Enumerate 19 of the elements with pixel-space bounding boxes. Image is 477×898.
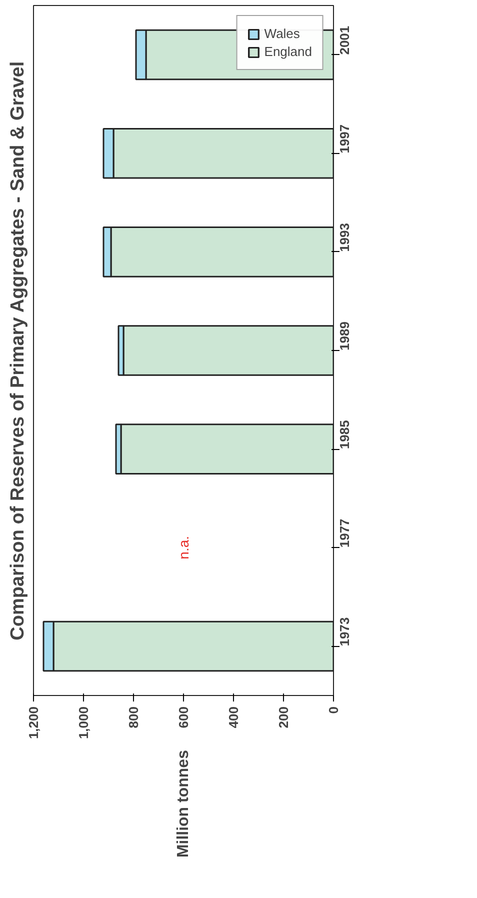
y-tick-label: 1989 xyxy=(337,322,352,350)
x-tick-label: 0 xyxy=(326,706,341,714)
y-tick-label: 1985 xyxy=(337,420,352,450)
x-tick-label: 800 xyxy=(126,706,141,728)
y-tick-label: 1993 xyxy=(337,223,352,252)
text: Comparison of Reserves of Primary Aggregates - Sand & Gravel xyxy=(8,61,28,640)
y-tick-label: 1997 xyxy=(337,124,352,154)
y-axis-title: Million tonnes xyxy=(175,750,192,858)
legend-label: England xyxy=(264,44,312,59)
x-tick-label: 600 xyxy=(176,706,191,728)
y-tick-label: 1977 xyxy=(337,518,352,548)
x-tick-label: 400 xyxy=(226,706,241,728)
legend-label: Wales xyxy=(264,26,300,41)
annotation: n.a. xyxy=(176,536,192,560)
x-tick-label: 1,000 xyxy=(76,706,91,740)
y-tick-label: 2001 xyxy=(337,26,352,55)
y-tick-label: 1973 xyxy=(337,617,352,646)
x-tick-label: 200 xyxy=(276,706,291,728)
x-tick-label: 1,200 xyxy=(26,706,41,740)
